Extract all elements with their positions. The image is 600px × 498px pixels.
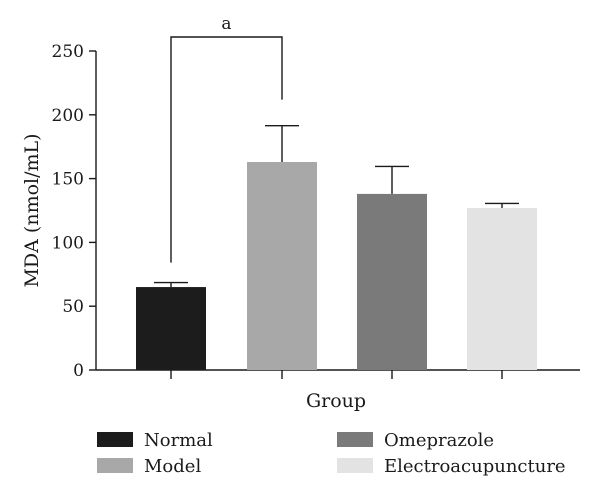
legend-item-model: Model bbox=[97, 456, 201, 477]
x-axis-title: Group bbox=[306, 390, 366, 412]
legend-label: Electroacupuncture bbox=[384, 456, 566, 477]
legend-item-omeprazole: Omeprazole bbox=[337, 430, 494, 451]
legend-swatch bbox=[337, 458, 373, 473]
y-tick-label: 0 bbox=[73, 361, 84, 381]
y-tick-label: 250 bbox=[52, 42, 84, 62]
y-axis: 0 50 100 150 200 250 bbox=[52, 42, 97, 381]
legend-swatch bbox=[97, 432, 133, 447]
legend-swatch bbox=[97, 458, 133, 473]
bars bbox=[136, 162, 537, 370]
error-bar-omeprazole bbox=[375, 165, 409, 194]
bar-electroacupuncture bbox=[467, 207, 537, 370]
legend-item-normal: Normal bbox=[97, 430, 213, 451]
error-bars bbox=[154, 124, 519, 288]
legend: Normal Model Omeprazole Electroacupuncture bbox=[97, 430, 566, 477]
y-tick-label: 100 bbox=[52, 233, 84, 253]
bar-normal bbox=[136, 287, 206, 370]
error-bar-electroacupuncture bbox=[485, 202, 519, 208]
y-tick-label: 200 bbox=[52, 106, 84, 126]
y-axis-title: MDA (nmol/mL) bbox=[21, 133, 43, 287]
bar-omeprazole bbox=[357, 193, 427, 370]
error-bar-model bbox=[265, 124, 299, 163]
legend-label: Model bbox=[144, 456, 201, 477]
significance-annotation: a bbox=[170, 14, 283, 263]
legend-item-electroacupuncture: Electroacupuncture bbox=[337, 456, 566, 477]
significance-label: a bbox=[221, 14, 231, 34]
y-tick-label: 150 bbox=[52, 170, 84, 190]
legend-label: Normal bbox=[144, 430, 213, 451]
error-bar-normal bbox=[154, 281, 188, 288]
legend-label: Omeprazole bbox=[384, 430, 494, 451]
legend-swatch bbox=[337, 432, 373, 447]
y-tick-label: 50 bbox=[62, 297, 84, 317]
x-axis bbox=[96, 369, 580, 379]
significance-bracket bbox=[170, 36, 283, 263]
bar-model bbox=[247, 162, 317, 370]
